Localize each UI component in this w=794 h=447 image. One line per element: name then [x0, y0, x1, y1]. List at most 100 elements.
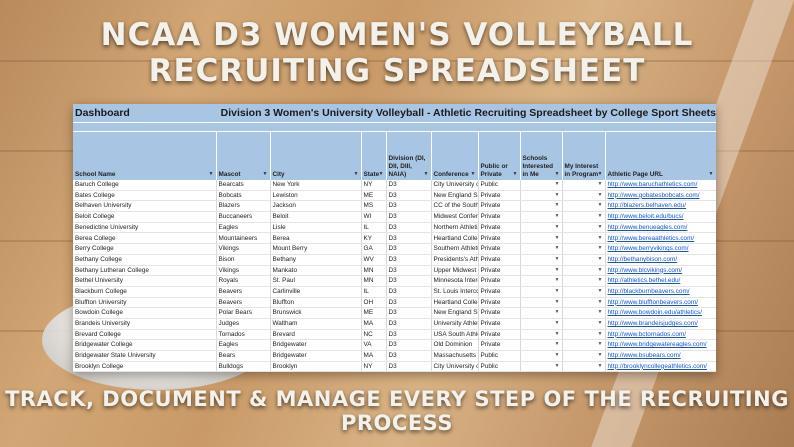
table-cell[interactable]: New York	[270, 180, 362, 191]
interested-dropdown[interactable]: ▼	[520, 243, 563, 255]
filter-dropdown-icon[interactable]: ▼	[708, 171, 714, 177]
column-header[interactable]: My Interest in Program ▼	[562, 131, 606, 180]
table-cell[interactable]: Jackson	[270, 200, 362, 213]
interest-dropdown[interactable]: ▼	[562, 200, 606, 213]
table-cell[interactable]: Bears	[216, 350, 271, 362]
table-cell[interactable]: Benedictine University	[73, 222, 217, 234]
table-cell[interactable]: CC of the South	[431, 200, 479, 213]
table-cell[interactable]: Southern Athleti	[431, 243, 479, 255]
interested-dropdown[interactable]: ▼	[520, 265, 563, 277]
interested-dropdown[interactable]: ▼	[520, 222, 563, 234]
filter-dropdown-icon[interactable]: ▼	[378, 171, 384, 177]
athletic-url-link[interactable]: http://www.bereaathletics.com/	[605, 232, 716, 245]
table-cell[interactable]: D3	[386, 254, 432, 266]
table-cell[interactable]: D3	[386, 275, 432, 287]
table-cell[interactable]: Bethany	[270, 254, 362, 266]
column-header[interactable]: Mascot ▼	[216, 131, 271, 180]
table-cell[interactable]: Mankato	[270, 265, 362, 277]
interested-dropdown[interactable]: ▼	[520, 350, 563, 362]
athletic-url-link[interactable]: http://www.benueagles.com/	[605, 222, 716, 234]
table-cell[interactable]: Polar Bears	[216, 307, 271, 319]
table-cell[interactable]: D3	[386, 180, 432, 191]
filter-dropdown-icon[interactable]: ▼	[470, 171, 476, 177]
table-cell[interactable]: Waltham	[270, 318, 362, 330]
table-cell[interactable]: OH	[361, 297, 387, 309]
table-cell[interactable]: Private	[478, 339, 521, 351]
table-cell[interactable]: Royals	[216, 275, 271, 287]
column-header[interactable]: City ▼	[270, 131, 362, 180]
interest-dropdown[interactable]: ▼	[562, 318, 606, 330]
table-cell[interactable]: Bethany College	[73, 254, 217, 266]
table-cell[interactable]: Bates College	[73, 190, 217, 202]
table-cell[interactable]: Eagles	[216, 222, 271, 234]
table-cell[interactable]: Brunswick	[270, 307, 362, 319]
table-cell[interactable]: Berea College	[73, 232, 217, 245]
table-cell[interactable]: Beloit	[270, 211, 362, 223]
table-cell[interactable]: Private	[478, 318, 521, 330]
table-cell[interactable]: NY	[361, 361, 387, 372]
table-cell[interactable]: Carlinville	[270, 286, 362, 298]
table-cell[interactable]: MN	[361, 265, 387, 277]
table-cell[interactable]: Bethel University	[73, 275, 217, 287]
table-cell[interactable]: Bridgewater College	[73, 339, 217, 351]
table-cell[interactable]: Upper Midwest	[431, 265, 479, 277]
table-cell[interactable]: Vikings	[216, 243, 271, 255]
table-cell[interactable]: Private	[478, 297, 521, 309]
table-cell[interactable]: D3	[386, 222, 432, 234]
filter-dropdown-icon[interactable]: ▼	[597, 171, 603, 177]
table-cell[interactable]: GA	[361, 243, 387, 255]
interest-dropdown[interactable]: ▼	[562, 275, 606, 287]
column-header[interactable]: Schools Interested in Me ▼	[520, 131, 563, 180]
table-cell[interactable]: Brooklyn	[270, 361, 362, 372]
table-cell[interactable]: Bobcats	[216, 190, 271, 202]
interest-dropdown[interactable]: ▼	[562, 339, 606, 351]
filter-dropdown-icon[interactable]: ▼	[208, 171, 214, 177]
table-cell[interactable]: KY	[361, 232, 387, 245]
table-cell[interactable]: D3	[386, 190, 432, 202]
column-header[interactable]: State ▼	[361, 131, 387, 180]
table-cell[interactable]: Bluffton	[270, 297, 362, 309]
table-cell[interactable]: Public	[478, 361, 521, 372]
table-cell[interactable]: Brooklyn College	[73, 361, 217, 372]
table-cell[interactable]: Mount Berry	[270, 243, 362, 255]
table-cell[interactable]: D3	[386, 286, 432, 298]
column-header[interactable]: School Name ▼	[73, 131, 217, 180]
table-cell[interactable]: Bridgewater	[270, 350, 362, 362]
table-cell[interactable]: Berea	[270, 232, 362, 245]
interested-dropdown[interactable]: ▼	[520, 329, 563, 341]
table-cell[interactable]: Brandeis University	[73, 318, 217, 330]
athletic-url-link[interactable]: http://blackburnbeavers.com/	[605, 286, 716, 298]
interest-dropdown[interactable]: ▼	[562, 190, 606, 202]
table-cell[interactable]: IL	[361, 222, 387, 234]
table-cell[interactable]: University Athlet	[431, 318, 479, 330]
table-cell[interactable]: Heartland Colle	[431, 297, 479, 309]
interested-dropdown[interactable]: ▼	[520, 232, 563, 245]
table-cell[interactable]: Bridgewater	[270, 339, 362, 351]
athletic-url-link[interactable]: http://www.blcvikings.com/	[605, 265, 716, 277]
table-cell[interactable]: Brevard College	[73, 329, 217, 341]
interest-dropdown[interactable]: ▼	[562, 361, 606, 372]
table-cell[interactable]: D3	[386, 318, 432, 330]
athletic-url-link[interactable]: http://blazers.belhaven.edu/	[605, 200, 716, 213]
table-cell[interactable]: Lewiston	[270, 190, 362, 202]
interest-dropdown[interactable]: ▼	[562, 232, 606, 245]
table-cell[interactable]: Private	[478, 275, 521, 287]
table-cell[interactable]: Midwest Confere	[431, 211, 479, 223]
table-cell[interactable]: St. Louis Interco	[431, 286, 479, 298]
table-cell[interactable]: D3	[386, 232, 432, 245]
table-cell[interactable]: Minnesota Interc	[431, 275, 479, 287]
table-cell[interactable]: St. Paul	[270, 275, 362, 287]
table-cell[interactable]: Heartland Colle	[431, 232, 479, 245]
table-cell[interactable]: Bison	[216, 254, 271, 266]
athletic-url-link[interactable]: http://www.baruchathletics.com/	[605, 180, 716, 191]
table-cell[interactable]: Private	[478, 190, 521, 202]
table-cell[interactable]: Northern Athleti	[431, 222, 479, 234]
interest-dropdown[interactable]: ▼	[562, 297, 606, 309]
interested-dropdown[interactable]: ▼	[520, 318, 563, 330]
table-cell[interactable]: Beavers	[216, 286, 271, 298]
table-cell[interactable]: Tornados	[216, 329, 271, 341]
table-cell[interactable]: Bulldogs	[216, 361, 271, 372]
table-cell[interactable]: Buccaneers	[216, 211, 271, 223]
interest-dropdown[interactable]: ▼	[562, 329, 606, 341]
column-header[interactable]: Public or Private ▼	[478, 131, 521, 180]
